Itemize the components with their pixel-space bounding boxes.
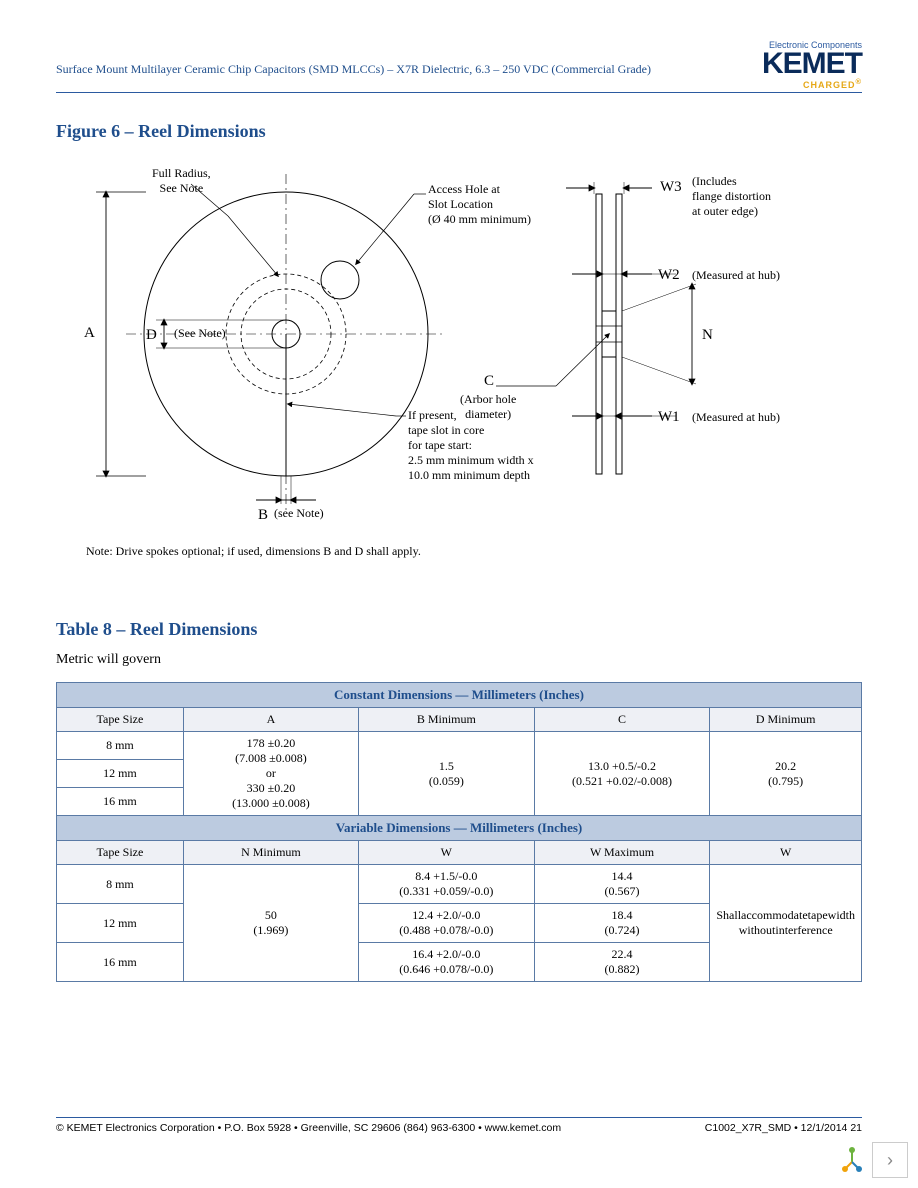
- r2-w-12: 12.4 +2.0/-0.0 (0.488 +0.078/-0.0): [359, 904, 535, 943]
- th-bmin: B Minimum: [359, 708, 535, 732]
- cell-c: 13.0 +0.5/-0.2 (0.521 +0.02/-0.008): [534, 732, 710, 816]
- th-tape-1: Tape Size: [57, 708, 184, 732]
- figure-title: Figure 6 – Reel Dimensions: [56, 121, 862, 142]
- r2-tape-16: 16 mm: [57, 943, 184, 982]
- th-w2: W: [710, 841, 862, 865]
- dim-a-label: A: [84, 324, 95, 343]
- full-radius-label: Full Radius, See Note: [152, 166, 211, 196]
- dim-b-label: B: [258, 506, 268, 525]
- th-nmin: N Minimum: [183, 841, 358, 865]
- r1-tape-16: 16 mm: [57, 788, 184, 816]
- table-section-1: Constant Dimensions — Millimeters (Inche…: [57, 683, 862, 708]
- r2-tape-8: 8 mm: [57, 865, 184, 904]
- th-c: C: [534, 708, 710, 732]
- th-w: W: [359, 841, 535, 865]
- access-hole-label: Access Hole at Slot Location (Ø 40 mm mi…: [428, 182, 531, 227]
- dim-n-label: N: [702, 326, 713, 345]
- arbor-label: (Arbor hole diameter): [460, 392, 516, 422]
- see-note-b: (see Note): [274, 506, 324, 521]
- doc-header-title: Surface Mount Multilayer Ceramic Chip Ca…: [56, 40, 651, 77]
- page-footer: © KEMET Electronics Corporation • P.O. B…: [56, 1117, 862, 1134]
- reel-diagram: A D (See Note) B (see Note) Full Radius,…: [56, 154, 856, 534]
- th-wmax: W Maximum: [534, 841, 710, 865]
- cell-wnote: Shallaccommodatetapewidth withoutinterfe…: [710, 865, 862, 982]
- r2-w-16: 16.4 +2.0/-0.0 (0.646 +0.078/-0.0): [359, 943, 535, 982]
- logo-main-text: KEMET: [762, 50, 862, 77]
- next-page-button[interactable]: ›: [872, 1142, 908, 1178]
- see-note-d: (See Note): [174, 326, 226, 341]
- r2-tape-12: 12 mm: [57, 904, 184, 943]
- header-rule: [56, 92, 862, 93]
- cell-d: 20.2 (0.795): [710, 732, 862, 816]
- chevron-right-icon: ›: [887, 1150, 893, 1171]
- th-tape-2: Tape Size: [57, 841, 184, 865]
- dim-d-label: D: [146, 326, 157, 345]
- dim-c-label: C: [484, 372, 494, 391]
- cell-a: 178 ±0.20 (7.008 ±0.008) or 330 ±0.20 (1…: [183, 732, 358, 816]
- dim-w3-label: W3: [660, 178, 682, 197]
- w1-note: (Measured at hub): [692, 410, 780, 425]
- r1-tape-8: 8 mm: [57, 732, 184, 760]
- table-section-2: Variable Dimensions — Millimeters (Inche…: [57, 816, 862, 841]
- cell-b: 1.5 (0.059): [359, 732, 535, 816]
- w3-note: (Includes flange distortion at outer edg…: [692, 174, 771, 219]
- cell-n: 50 (1.969): [183, 865, 358, 982]
- th-dmin: D Minimum: [710, 708, 862, 732]
- r2-w-8: 8.4 +1.5/-0.0 (0.331 +0.059/-0.0): [359, 865, 535, 904]
- figure-note: Note: Drive spokes optional; if used, di…: [86, 544, 862, 559]
- r2-wmax-8: 14.4 (0.567): [534, 865, 710, 904]
- th-a: A: [183, 708, 358, 732]
- kemet-logo: Electronic Components KEMET CHARGED®: [762, 40, 862, 90]
- dim-w1-label: W1: [658, 408, 680, 427]
- share-icon[interactable]: [834, 1142, 870, 1178]
- reel-dimensions-table: Constant Dimensions — Millimeters (Inche…: [56, 682, 862, 982]
- w2-note: (Measured at hub): [692, 268, 780, 283]
- table-govern: Metric will govern: [56, 652, 862, 668]
- footer-left: © KEMET Electronics Corporation • P.O. B…: [56, 1122, 561, 1134]
- r2-wmax-12: 18.4 (0.724): [534, 904, 710, 943]
- table-title: Table 8 – Reel Dimensions: [56, 619, 862, 640]
- r2-wmax-16: 22.4 (0.882): [534, 943, 710, 982]
- footer-right: C1002_X7R_SMD • 12/1/2014 21: [705, 1122, 862, 1134]
- dim-w2-label: W2: [658, 266, 680, 285]
- r1-tape-12: 12 mm: [57, 760, 184, 788]
